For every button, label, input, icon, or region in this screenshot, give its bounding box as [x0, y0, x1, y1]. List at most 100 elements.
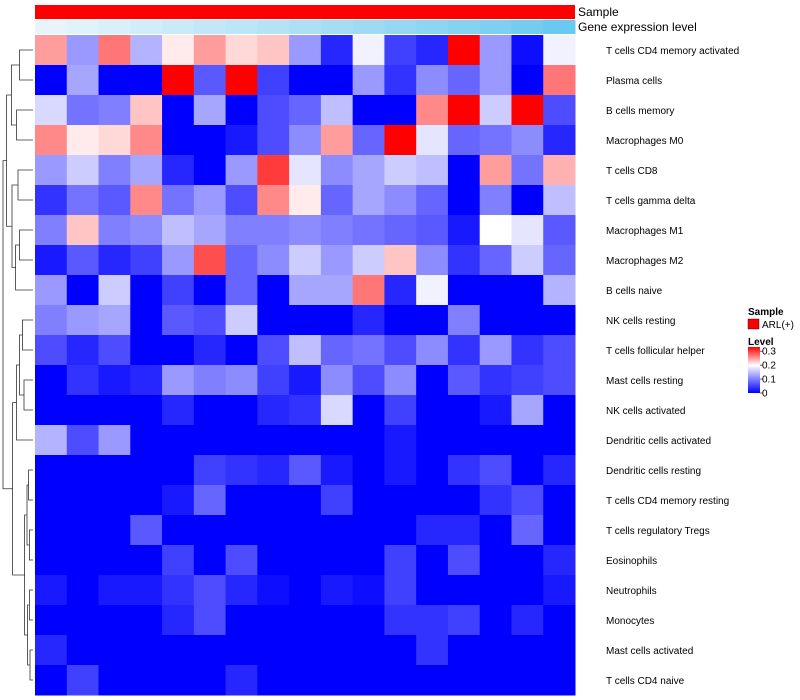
heatmap-cell [352, 95, 385, 126]
gene-expression-cell [479, 20, 512, 34]
heatmap-cell [511, 245, 544, 276]
heatmap-cell [289, 635, 322, 666]
gene-expression-cell [384, 20, 417, 34]
heatmap-cell [193, 95, 227, 126]
heatmap-cell [225, 545, 258, 576]
heatmap-cell [66, 365, 100, 396]
heatmap-cell [66, 95, 100, 126]
heatmap-cell [447, 215, 481, 246]
heatmap-cell [447, 575, 481, 606]
heatmap-cell [162, 485, 195, 516]
heatmap-cell [320, 485, 354, 516]
dendrogram-branch [23, 379, 33, 411]
row-label: Dendritic cells activated [606, 436, 711, 447]
heatmap-cell [416, 605, 449, 636]
heatmap-cell [35, 155, 68, 186]
heatmap-cell [447, 665, 481, 696]
heatmap-cell [511, 605, 544, 636]
row-label: NK cells resting [606, 316, 675, 327]
heatmap-cell [479, 425, 512, 456]
heatmap-cell [384, 275, 417, 306]
heatmap-cell [35, 365, 68, 396]
row-label: NK cells activated [606, 406, 685, 417]
dendrogram-branch [28, 529, 33, 561]
heatmap-cell [479, 485, 512, 516]
heatmap-cell [352, 485, 385, 516]
heatmap-cell [257, 65, 290, 96]
heatmap-cell [225, 305, 258, 336]
heatmap-cell [416, 515, 449, 546]
heatmap-cell [225, 35, 258, 66]
gene-expression-cell [257, 20, 290, 34]
heatmap-cell [66, 665, 100, 696]
heatmap-cell [479, 155, 512, 186]
heatmap-cell [479, 335, 512, 366]
heatmap-cell [225, 125, 258, 156]
heatmap-cell [98, 215, 131, 246]
heatmap-cell [447, 125, 481, 156]
gene-expression-track-label: Gene expression level [578, 20, 697, 34]
heatmap-cell [479, 605, 512, 636]
heatmap-cell [289, 545, 322, 576]
legend-tick-label: 0.3 [762, 347, 776, 358]
heatmap-cell [384, 95, 417, 126]
heatmap-cell [162, 95, 195, 126]
heatmap-cell [225, 155, 258, 186]
heatmap-cell [193, 65, 227, 96]
heatmap-cell [66, 605, 100, 636]
heatmap-cell [511, 575, 544, 606]
heatmap-cell [511, 95, 544, 126]
heatmap-cell [289, 155, 322, 186]
heatmap-cell [130, 635, 163, 666]
heatmap-cell [384, 215, 417, 246]
heatmap-cell [384, 245, 417, 276]
heatmap-cell [130, 245, 163, 276]
gene-expression-cell [320, 20, 354, 34]
heatmap-cell [257, 275, 290, 306]
heatmap-cell [193, 35, 227, 66]
heatmap-cell [543, 95, 576, 126]
heatmap-cell [130, 425, 163, 456]
heatmap-cell [257, 575, 290, 606]
heatmap-cell [193, 575, 227, 606]
gene-expression-cell [447, 20, 481, 34]
legend-level-colorbar [748, 347, 760, 393]
row-label: B cells memory [606, 106, 674, 117]
heatmap-cell [130, 275, 163, 306]
dendrogram-branch [19, 334, 24, 396]
heatmap-cell [320, 125, 354, 156]
heatmap-cell [543, 35, 576, 66]
row-label: Macrophages M1 [606, 226, 684, 237]
heatmap-cell [162, 215, 195, 246]
heatmap-cell [447, 425, 481, 456]
heatmap-cell [289, 335, 322, 366]
legend-tick-label: 0 [762, 389, 768, 400]
heatmap-cell [35, 335, 68, 366]
row-labels: T cells CD4 memory activated Plasma cells… [606, 46, 739, 687]
heatmap-cell [66, 335, 100, 366]
heatmap-cell [416, 245, 449, 276]
sample-track-label: Sample [578, 5, 619, 19]
heatmap-cell [257, 155, 290, 186]
heatmap-cell [511, 215, 544, 246]
heatmap-cell [130, 215, 163, 246]
heatmap-cell [289, 605, 322, 636]
heatmap-cell [35, 275, 68, 306]
heatmap-cell [130, 515, 163, 546]
heatmap-cell [66, 65, 100, 96]
row-label: B cells naive [606, 286, 663, 297]
heatmap-cell [511, 305, 544, 336]
heatmap-cell [320, 335, 354, 366]
heatmap-cell [416, 35, 449, 66]
heatmap-cell [479, 665, 512, 696]
row-label: Dendritic cells resting [606, 466, 701, 477]
heatmap-cell [257, 665, 290, 696]
heatmap-cell [130, 95, 163, 126]
heatmap-cell [416, 215, 449, 246]
heatmap-cell [225, 65, 258, 96]
heatmap-cell [416, 185, 449, 216]
heatmap-cell [543, 515, 576, 546]
heatmap-cell [98, 335, 131, 366]
legend-tick-label: 0.2 [762, 361, 776, 372]
heatmap-cell [447, 485, 481, 516]
